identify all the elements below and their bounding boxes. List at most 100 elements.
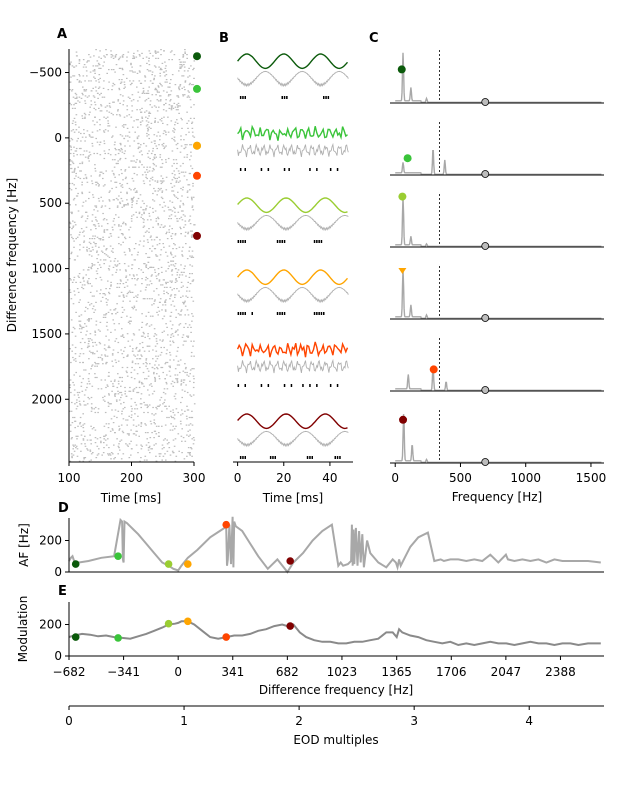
raster-dot bbox=[174, 207, 176, 210]
raster-dot bbox=[179, 66, 181, 68]
raster-dot bbox=[69, 223, 72, 225]
raster-dot bbox=[180, 135, 182, 137]
raster-dot bbox=[177, 334, 179, 336]
raster-dot bbox=[105, 434, 107, 436]
raster-dot bbox=[174, 374, 176, 376]
raster-dot bbox=[177, 313, 180, 315]
raster-dot bbox=[76, 140, 78, 142]
raster-dot bbox=[71, 437, 73, 439]
raster-dot bbox=[147, 92, 150, 94]
c-xtick-label: 500 bbox=[449, 471, 472, 485]
raster-dot bbox=[135, 161, 137, 163]
raster-dot bbox=[126, 444, 129, 446]
raster-dot bbox=[75, 435, 78, 437]
raster-dot bbox=[89, 291, 92, 293]
raster-dot bbox=[173, 381, 176, 384]
raster-dot bbox=[147, 389, 149, 391]
raster-dot bbox=[180, 380, 183, 382]
raster-dot bbox=[88, 373, 90, 375]
raster-dot bbox=[140, 269, 143, 271]
raster-dot bbox=[171, 450, 174, 452]
raster-dot bbox=[165, 405, 167, 407]
raster-dot bbox=[134, 363, 137, 365]
raster-dot bbox=[134, 191, 137, 193]
raster-dot bbox=[133, 306, 136, 308]
raster-dot bbox=[69, 348, 71, 350]
raster-dot bbox=[135, 243, 137, 245]
raster-dot bbox=[192, 279, 195, 281]
raster-dot bbox=[117, 59, 120, 61]
raster-dot bbox=[99, 171, 102, 173]
raster-dot bbox=[157, 274, 160, 276]
raster-dot bbox=[154, 117, 157, 119]
raster-dot bbox=[153, 105, 156, 107]
raster-dot bbox=[106, 321, 108, 323]
raster-dot bbox=[174, 106, 177, 108]
raster-dot bbox=[149, 157, 151, 160]
raster-dot bbox=[121, 394, 123, 396]
raster-dot bbox=[136, 136, 139, 138]
raster-dot bbox=[75, 97, 78, 99]
raster-dot bbox=[136, 254, 139, 256]
raster-dot bbox=[164, 300, 166, 302]
raster-dot bbox=[138, 380, 141, 382]
raster-dot bbox=[127, 204, 129, 206]
raster-dot bbox=[155, 443, 157, 445]
raster-dot bbox=[170, 235, 172, 237]
raster-dot bbox=[119, 115, 122, 117]
raster-dot bbox=[177, 170, 180, 172]
raster-dot bbox=[178, 218, 181, 220]
raster-dot bbox=[84, 445, 87, 447]
raster-dot bbox=[193, 117, 195, 119]
raster-dot bbox=[81, 92, 84, 94]
raster-dot bbox=[188, 246, 191, 248]
raster-dot bbox=[156, 244, 159, 246]
raster-dot bbox=[138, 211, 141, 213]
raster-dot bbox=[173, 305, 176, 307]
raster-dot bbox=[117, 351, 119, 354]
raster-dot bbox=[170, 334, 173, 336]
raster-dot bbox=[154, 154, 156, 156]
raster-dot bbox=[159, 95, 161, 97]
raster-dot bbox=[108, 394, 110, 396]
raster-dot bbox=[123, 81, 126, 83]
raster-dot bbox=[135, 425, 138, 427]
c-gray-marker bbox=[481, 98, 490, 106]
raster-dot bbox=[182, 94, 184, 96]
raster-dot bbox=[82, 276, 85, 278]
raster-dot bbox=[133, 259, 136, 261]
raster-dot bbox=[131, 177, 134, 180]
raster-dot bbox=[181, 389, 184, 391]
b-xtick-label: 0 bbox=[234, 471, 242, 485]
raster-dot bbox=[112, 251, 114, 253]
raster-dot bbox=[189, 117, 192, 119]
raster-dot bbox=[114, 181, 116, 183]
raster-dot bbox=[143, 182, 146, 185]
b-spike bbox=[244, 168, 246, 171]
raster-dot bbox=[132, 274, 135, 276]
raster-dot bbox=[112, 229, 114, 231]
raster-dot bbox=[181, 452, 183, 454]
raster-dot bbox=[128, 166, 130, 168]
raster-dot bbox=[73, 384, 75, 386]
raster-dot bbox=[192, 69, 194, 71]
panel-label-d: D bbox=[58, 501, 69, 516]
raster-dot bbox=[169, 340, 171, 342]
raster-dot bbox=[149, 298, 151, 300]
raster-dot bbox=[105, 117, 107, 119]
raster-dot bbox=[189, 230, 192, 232]
raster-dot bbox=[93, 408, 95, 410]
raster-dot bbox=[77, 192, 79, 195]
raster-dot bbox=[110, 50, 112, 52]
raster-dot bbox=[93, 209, 95, 211]
raster-dot bbox=[106, 361, 108, 364]
raster-dot bbox=[153, 140, 156, 142]
raster-dot bbox=[189, 434, 191, 436]
raster-dot bbox=[167, 281, 169, 283]
raster-dot bbox=[165, 161, 167, 163]
c-spectrum bbox=[395, 414, 602, 463]
raster-dot bbox=[137, 91, 140, 93]
raster-dot bbox=[190, 144, 193, 146]
raster-dot bbox=[132, 389, 135, 391]
raster-dot bbox=[166, 81, 168, 83]
